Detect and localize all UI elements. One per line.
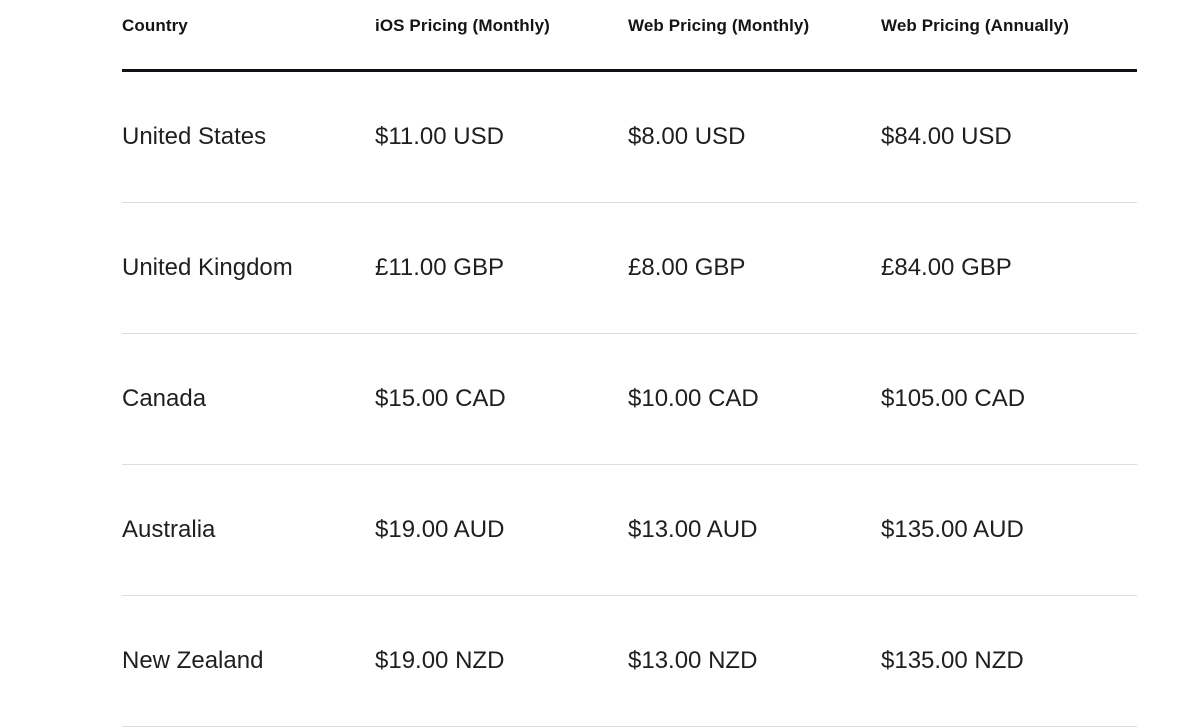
cell-ios-monthly: £11.00 GBP xyxy=(375,202,628,334)
table-row: United Kingdom £11.00 GBP £8.00 GBP £84.… xyxy=(122,202,1137,334)
pricing-table: Country iOS Pricing (Monthly) Web Pricin… xyxy=(122,0,1137,727)
cell-ios-monthly: $19.00 AUD xyxy=(375,464,628,596)
cell-ios-monthly: $15.00 CAD xyxy=(375,333,628,465)
cell-web-annually: $84.00 USD xyxy=(881,70,1137,203)
cell-web-monthly: $13.00 NZD xyxy=(628,595,881,727)
table-row: United States $11.00 USD $8.00 USD $84.0… xyxy=(122,70,1137,203)
cell-ios-monthly: $19.00 NZD xyxy=(375,595,628,727)
column-header-ios-monthly: iOS Pricing (Monthly) xyxy=(375,0,628,72)
header-row: Country iOS Pricing (Monthly) Web Pricin… xyxy=(122,0,1137,72)
cell-ios-monthly: $11.00 USD xyxy=(375,70,628,203)
pricing-table-container: Country iOS Pricing (Monthly) Web Pricin… xyxy=(122,0,1137,727)
cell-country: United Kingdom xyxy=(122,202,375,334)
cell-country: Canada xyxy=(122,333,375,465)
cell-web-monthly: $10.00 CAD xyxy=(628,333,881,465)
cell-web-annually: $105.00 CAD xyxy=(881,333,1137,465)
cell-country: Australia xyxy=(122,464,375,596)
pricing-table-body: United States $11.00 USD $8.00 USD $84.0… xyxy=(122,70,1137,727)
cell-web-annually: $135.00 AUD xyxy=(881,464,1137,596)
cell-web-monthly: $13.00 AUD xyxy=(628,464,881,596)
table-row: Australia $19.00 AUD $13.00 AUD $135.00 … xyxy=(122,464,1137,596)
column-header-web-annually: Web Pricing (Annually) xyxy=(881,0,1137,72)
table-row: New Zealand $19.00 NZD $13.00 NZD $135.0… xyxy=(122,595,1137,727)
cell-country: United States xyxy=(122,70,375,203)
pricing-table-head: Country iOS Pricing (Monthly) Web Pricin… xyxy=(122,0,1137,72)
table-row: Canada $15.00 CAD $10.00 CAD $105.00 CAD xyxy=(122,333,1137,465)
cell-web-annually: £84.00 GBP xyxy=(881,202,1137,334)
column-header-country: Country xyxy=(122,0,375,72)
cell-web-annually: $135.00 NZD xyxy=(881,595,1137,727)
cell-web-monthly: $8.00 USD xyxy=(628,70,881,203)
cell-web-monthly: £8.00 GBP xyxy=(628,202,881,334)
column-header-web-monthly: Web Pricing (Monthly) xyxy=(628,0,881,72)
cell-country: New Zealand xyxy=(122,595,375,727)
